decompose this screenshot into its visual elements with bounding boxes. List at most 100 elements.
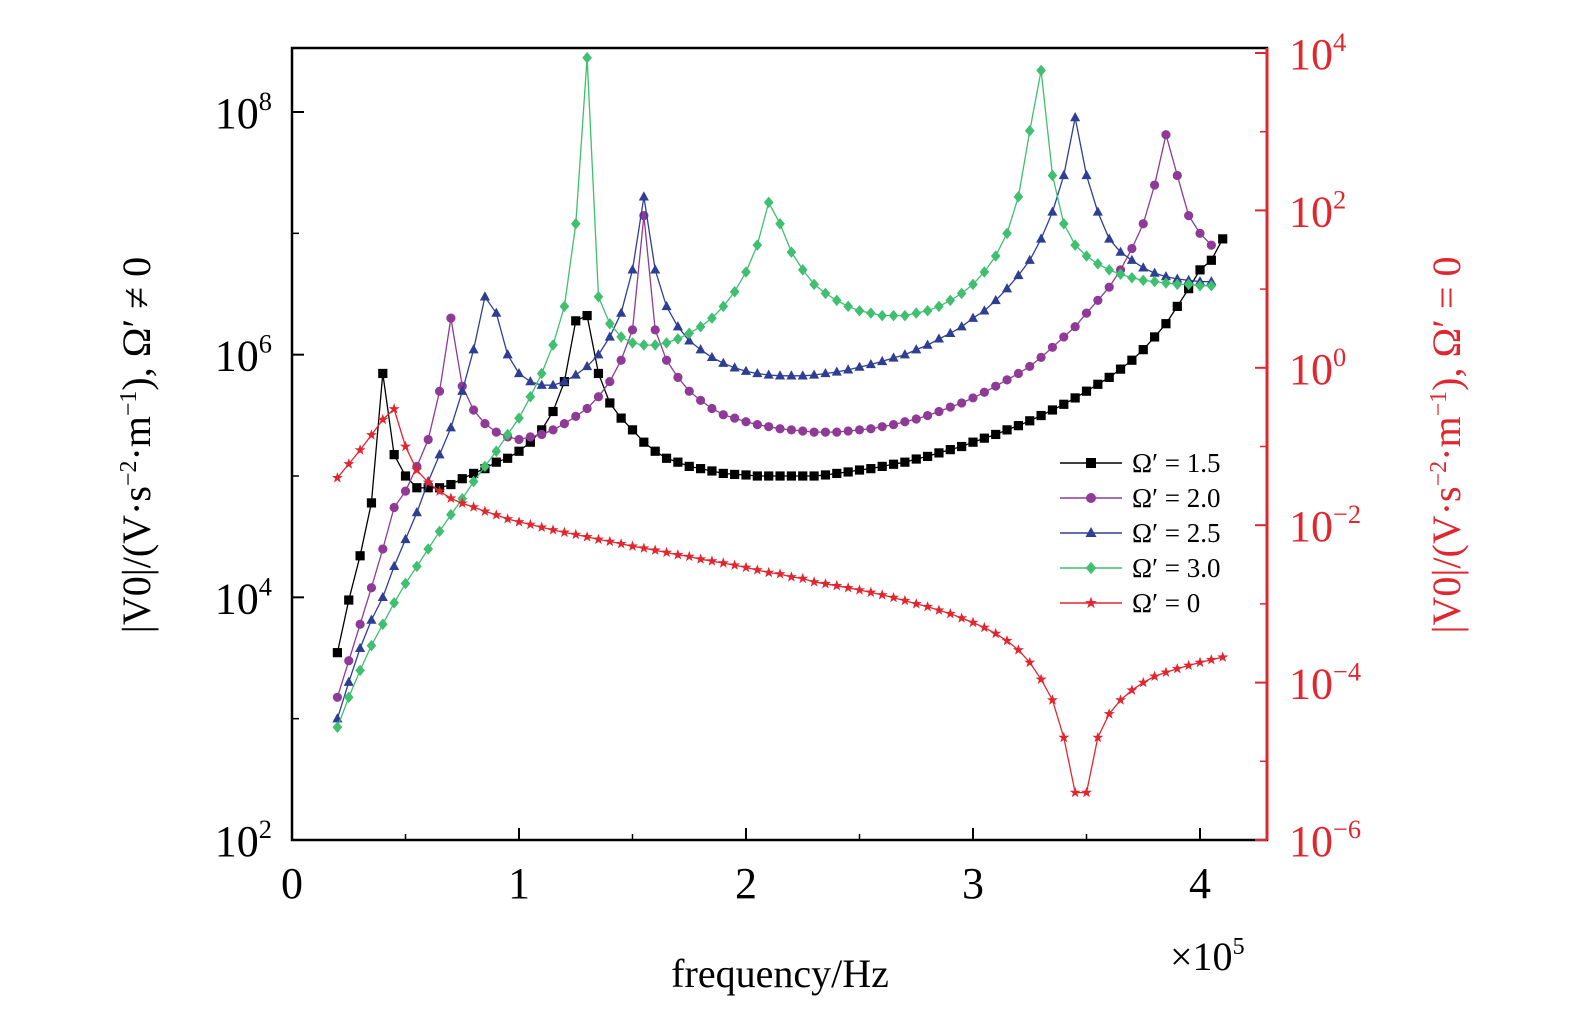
data-point: [854, 584, 865, 595]
data-point: [672, 549, 684, 560]
data-point: [627, 425, 638, 435]
y-left-tick-label: 104: [215, 571, 272, 623]
data-point: [536, 521, 548, 532]
data-point: [514, 446, 524, 456]
x-tick-label: 4: [1189, 859, 1211, 908]
data-point: [354, 444, 366, 455]
data-point: [786, 370, 797, 380]
data-point: [650, 339, 661, 351]
data-point: [1024, 254, 1035, 264]
data-point: [513, 516, 525, 527]
data-point: [661, 337, 672, 349]
data-point: [854, 305, 865, 317]
data-point: [866, 307, 876, 319]
data-point: [479, 291, 491, 301]
series-3: [332, 112, 1217, 723]
data-point: [434, 485, 445, 496]
data-point: [423, 543, 434, 555]
data-point: [1081, 169, 1092, 180]
data-point: [456, 497, 468, 508]
data-point: [389, 560, 400, 571]
data-point: [582, 360, 593, 371]
legend-item: Ω′ = 3.0: [1060, 553, 1220, 583]
y-left-axis-title: |V0|/(V·s−2·m−1), Ω′ ≠ 0: [114, 257, 159, 633]
series-line: [336, 238, 1224, 653]
data-point: [469, 468, 479, 479]
data-point: [1070, 239, 1080, 251]
data-point: [876, 589, 888, 600]
data-point: [900, 457, 910, 467]
series-line: [336, 57, 1212, 728]
legend-marker: [1085, 527, 1097, 537]
data-point: [661, 453, 672, 463]
data-point: [593, 349, 604, 359]
data-point: [1081, 250, 1092, 262]
data-point: [570, 217, 581, 230]
data-point: [775, 217, 785, 230]
x-axis-ticks: 0 1 2 3 4: [281, 828, 1211, 908]
series-4: [332, 51, 1217, 733]
data-point: [388, 403, 400, 414]
legend-marker: [1085, 596, 1097, 609]
series-line: [336, 134, 1212, 698]
data-point: [1035, 673, 1047, 684]
data-point: [763, 566, 775, 578]
data-point: [571, 316, 581, 326]
data-point: [1013, 191, 1024, 203]
y-left-tick-label: 106: [215, 329, 272, 381]
data-point: [740, 561, 752, 573]
data-point: [854, 361, 865, 371]
data-point: [1127, 272, 1137, 284]
data-point: [683, 550, 695, 562]
data-point: [468, 344, 479, 354]
data-point: [1206, 240, 1216, 250]
data-point: [1195, 265, 1205, 275]
data-point: [707, 403, 717, 414]
data-point: [933, 333, 945, 343]
data-point: [1115, 268, 1126, 281]
data-point: [604, 535, 616, 547]
plot-frame: [290, 46, 1269, 842]
data-point: [559, 419, 570, 429]
data-point: [842, 582, 854, 593]
data-point: [389, 502, 399, 513]
data-point: [832, 427, 842, 437]
data-point: [434, 449, 445, 459]
data-point: [457, 474, 467, 484]
data-point: [707, 466, 717, 476]
data-point: [1183, 278, 1194, 291]
data-point: [593, 392, 604, 402]
data-point: [1036, 352, 1046, 362]
data-point: [1149, 267, 1160, 277]
data-point: [377, 618, 388, 631]
data-point: [843, 426, 853, 436]
data-point: [820, 578, 831, 589]
data-point: [832, 468, 842, 479]
data-point: [1036, 64, 1046, 77]
data-point: [615, 538, 627, 549]
data-point: [1047, 169, 1058, 182]
data-point: [923, 410, 933, 421]
data-point: [934, 448, 944, 458]
legend-marker: [1086, 458, 1096, 468]
data-point: [1081, 308, 1092, 318]
data-point: [1013, 368, 1024, 379]
data-point: [740, 365, 752, 375]
data-point: [1150, 332, 1160, 342]
data-point: [957, 398, 967, 408]
data-point: [673, 372, 683, 382]
data-point: [377, 591, 388, 602]
series-2: [332, 130, 1216, 702]
data-point: [1206, 255, 1216, 265]
data-point: [1047, 694, 1058, 705]
data-point: [513, 367, 525, 378]
data-point: [843, 467, 853, 477]
data-point: [514, 434, 524, 445]
data-point: [1025, 361, 1035, 372]
data-point: [661, 355, 672, 365]
data-point: [695, 553, 707, 564]
data-point: [536, 379, 547, 389]
data-point: [616, 413, 626, 423]
data-point: [934, 406, 944, 417]
